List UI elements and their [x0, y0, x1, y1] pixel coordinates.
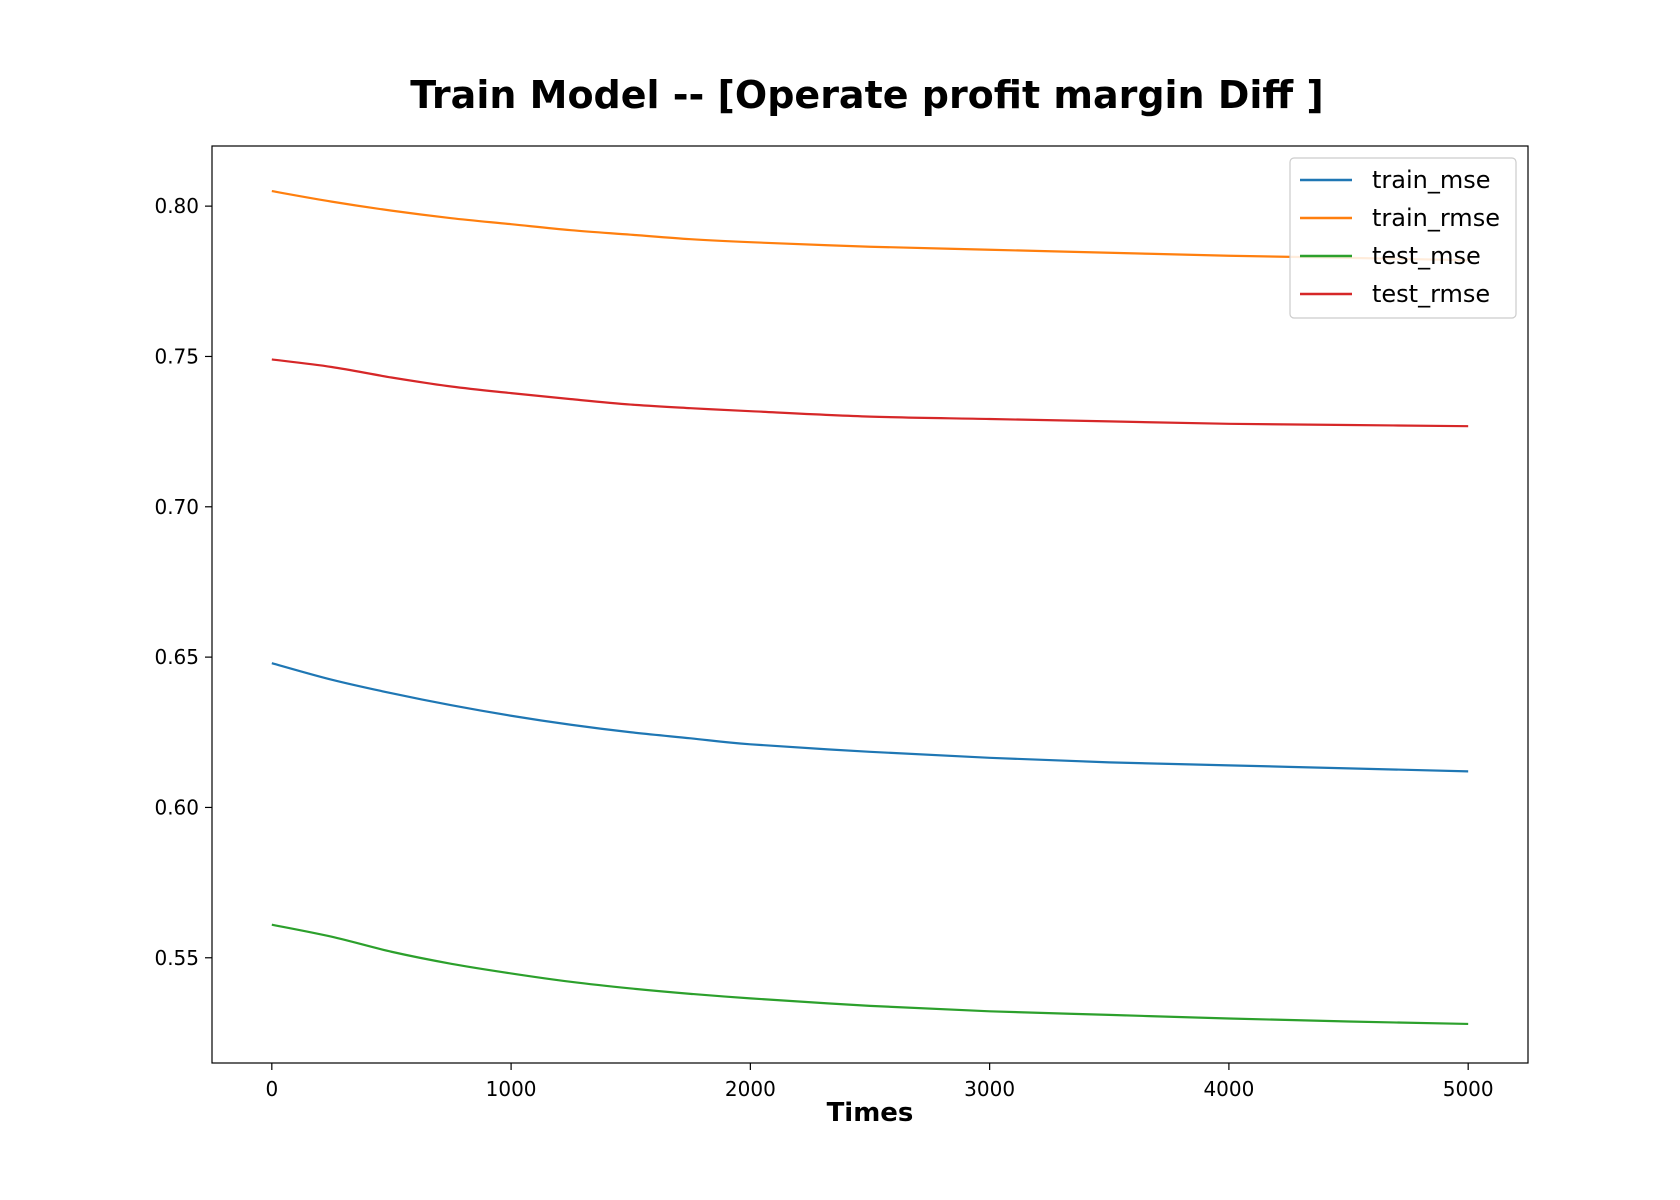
- legend-label-test-mse: test_mse: [1372, 242, 1481, 270]
- y-tick-label: 0.70: [154, 495, 199, 519]
- x-axis: 0 1000 2000 3000 4000 5000: [265, 1063, 1494, 1101]
- legend-label-test-rmse: test_rmse: [1372, 280, 1490, 308]
- y-tick-label: 0.75: [154, 344, 199, 368]
- series-line-train-mse: [271, 662, 1469, 773]
- x-tick-label: 3000: [964, 1077, 1015, 1101]
- y-tick-label: 0.55: [154, 946, 199, 970]
- legend-label-train-mse: train_mse: [1372, 166, 1491, 194]
- legend-label-train-rmse: train_rmse: [1372, 204, 1500, 232]
- y-tick-label: 0.60: [154, 795, 199, 819]
- legend-box: [1289, 157, 1517, 319]
- legend: train_mse train_rmse test_mse test_rmse: [1289, 157, 1517, 319]
- y-tick-label: 0.65: [154, 645, 199, 669]
- x-tick-label: 4000: [1203, 1077, 1254, 1101]
- series-line-test-rmse: [271, 358, 1469, 428]
- x-tick-label: 0: [265, 1077, 278, 1101]
- series-lines: [271, 190, 1469, 1026]
- x-tick-label: 5000: [1443, 1077, 1494, 1101]
- plot-area-frame: [211, 145, 1529, 1064]
- x-tick-label: 2000: [725, 1077, 776, 1101]
- series-line-test-mse: [271, 923, 1469, 1026]
- y-axis: 0.55 0.60 0.65 0.70 0.75 0.80: [154, 194, 212, 970]
- x-axis-label: Times: [827, 1098, 914, 1128]
- chart-title: Train Model -- [Operate profit margin Di…: [410, 73, 1324, 117]
- y-tick-label: 0.80: [154, 194, 199, 218]
- x-tick-label: 1000: [486, 1077, 537, 1101]
- series-line-train-rmse: [271, 190, 1469, 262]
